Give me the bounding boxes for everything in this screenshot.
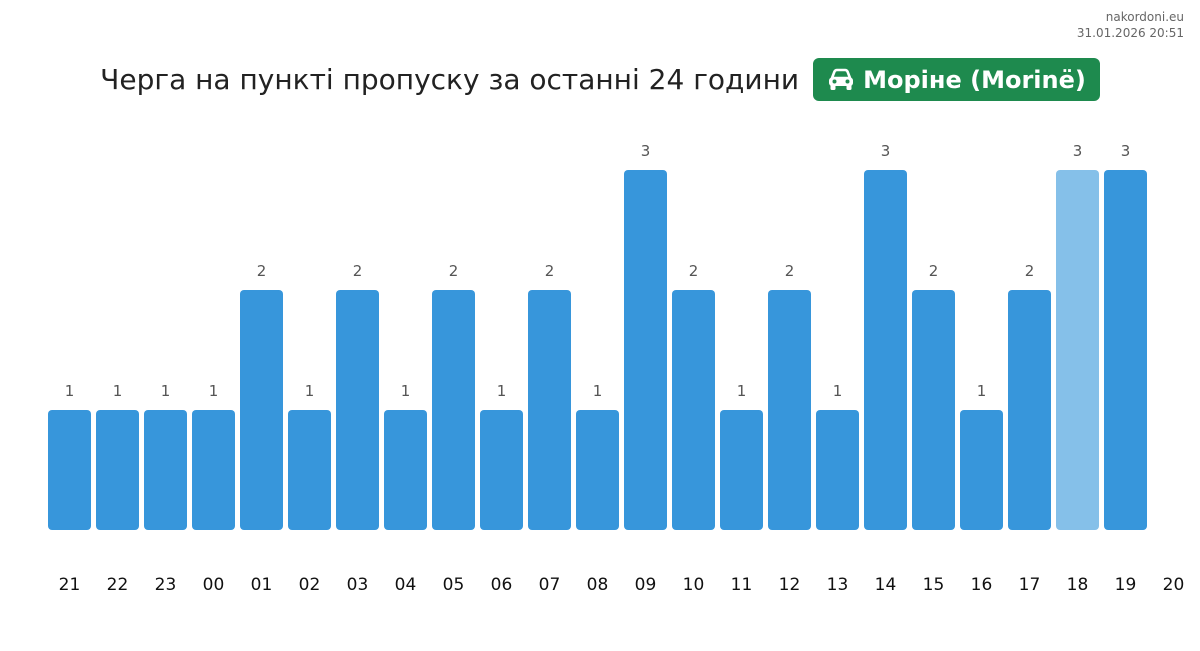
data-label-04: 1 [401,382,411,400]
data-label-13: 1 [833,382,843,400]
bar-07 [528,290,571,530]
bar-22 [96,410,139,530]
data-label-12: 2 [785,262,795,280]
bar-00 [192,410,235,530]
tick-label-11: 11 [731,575,753,595]
bar-15 [912,290,955,530]
chart-title: Черга на пункті пропуску за останні 24 г… [100,63,800,96]
tick-label-20: 20 [1163,575,1185,595]
data-label-22: 1 [113,382,123,400]
timestamp: 31.01.2026 20:51 [1076,26,1184,40]
data-label-08: 1 [593,382,603,400]
site-name: nakordoni.eu [1105,10,1184,24]
bar-10 [672,290,715,530]
car-icon [829,68,854,90]
tick-label-09: 09 [635,575,657,595]
tick-label-02: 02 [299,575,321,595]
bar-01 [240,290,283,530]
bar-13 [816,410,859,530]
tick-label-22: 22 [107,575,129,595]
data-label-00: 1 [209,382,219,400]
data-label-02: 1 [305,382,315,400]
tick-label-21: 21 [59,575,81,595]
tick-label-17: 17 [1019,575,1041,595]
data-label-05: 2 [449,262,459,280]
tick-label-12: 12 [779,575,801,595]
tick-label-16: 16 [971,575,993,595]
data-label-21: 1 [65,382,75,400]
tick-label-18: 18 [1067,575,1089,595]
bar-05 [432,290,475,530]
tick-label-01: 01 [251,575,273,595]
data-label-09: 3 [641,142,651,160]
data-label-17: 2 [1025,262,1035,280]
bar-06 [480,410,523,530]
bar-21 [48,410,91,530]
data-label-14: 3 [881,142,891,160]
checkpoint-name: Моріне (Morinë) [863,65,1086,94]
bar-16 [960,410,1003,530]
tick-label-23: 23 [155,575,177,595]
bar-18 [1056,170,1099,530]
data-label-10: 2 [689,262,699,280]
checkpoint-badge: Моріне (Morinë) [813,58,1100,101]
site-info: nakordoni.eu 31.01.2026 20:51 [1077,9,1184,41]
bar-04 [384,410,427,530]
data-label-23: 1 [161,382,171,400]
data-label-01: 2 [257,262,267,280]
tick-label-10: 10 [683,575,705,595]
data-label-11: 1 [737,382,747,400]
bar-23 [144,410,187,530]
bar-09 [624,170,667,530]
data-label-19: 3 [1121,142,1131,160]
bar-11 [720,410,763,530]
tick-label-14: 14 [875,575,897,595]
data-label-03: 2 [353,262,363,280]
tick-label-03: 03 [347,575,369,595]
tick-label-07: 07 [539,575,561,595]
tick-label-13: 13 [827,575,849,595]
data-label-15: 2 [929,262,939,280]
tick-label-04: 04 [395,575,417,595]
data-label-07: 2 [545,262,555,280]
tick-label-06: 06 [491,575,513,595]
bar-19 [1104,170,1147,530]
chart-header: Черга на пункті пропуску за останні 24 г… [0,58,1200,101]
bar-12 [768,290,811,530]
bar-17 [1008,290,1051,530]
tick-label-08: 08 [587,575,609,595]
tick-label-00: 00 [203,575,225,595]
bar-03 [336,290,379,530]
bar-14 [864,170,907,530]
tick-label-15: 15 [923,575,945,595]
tick-label-05: 05 [443,575,465,595]
tick-label-19: 19 [1115,575,1137,595]
data-label-18: 3 [1073,142,1083,160]
data-label-16: 1 [977,382,987,400]
bar-02 [288,410,331,530]
data-label-06: 1 [497,382,507,400]
bar-08 [576,410,619,530]
